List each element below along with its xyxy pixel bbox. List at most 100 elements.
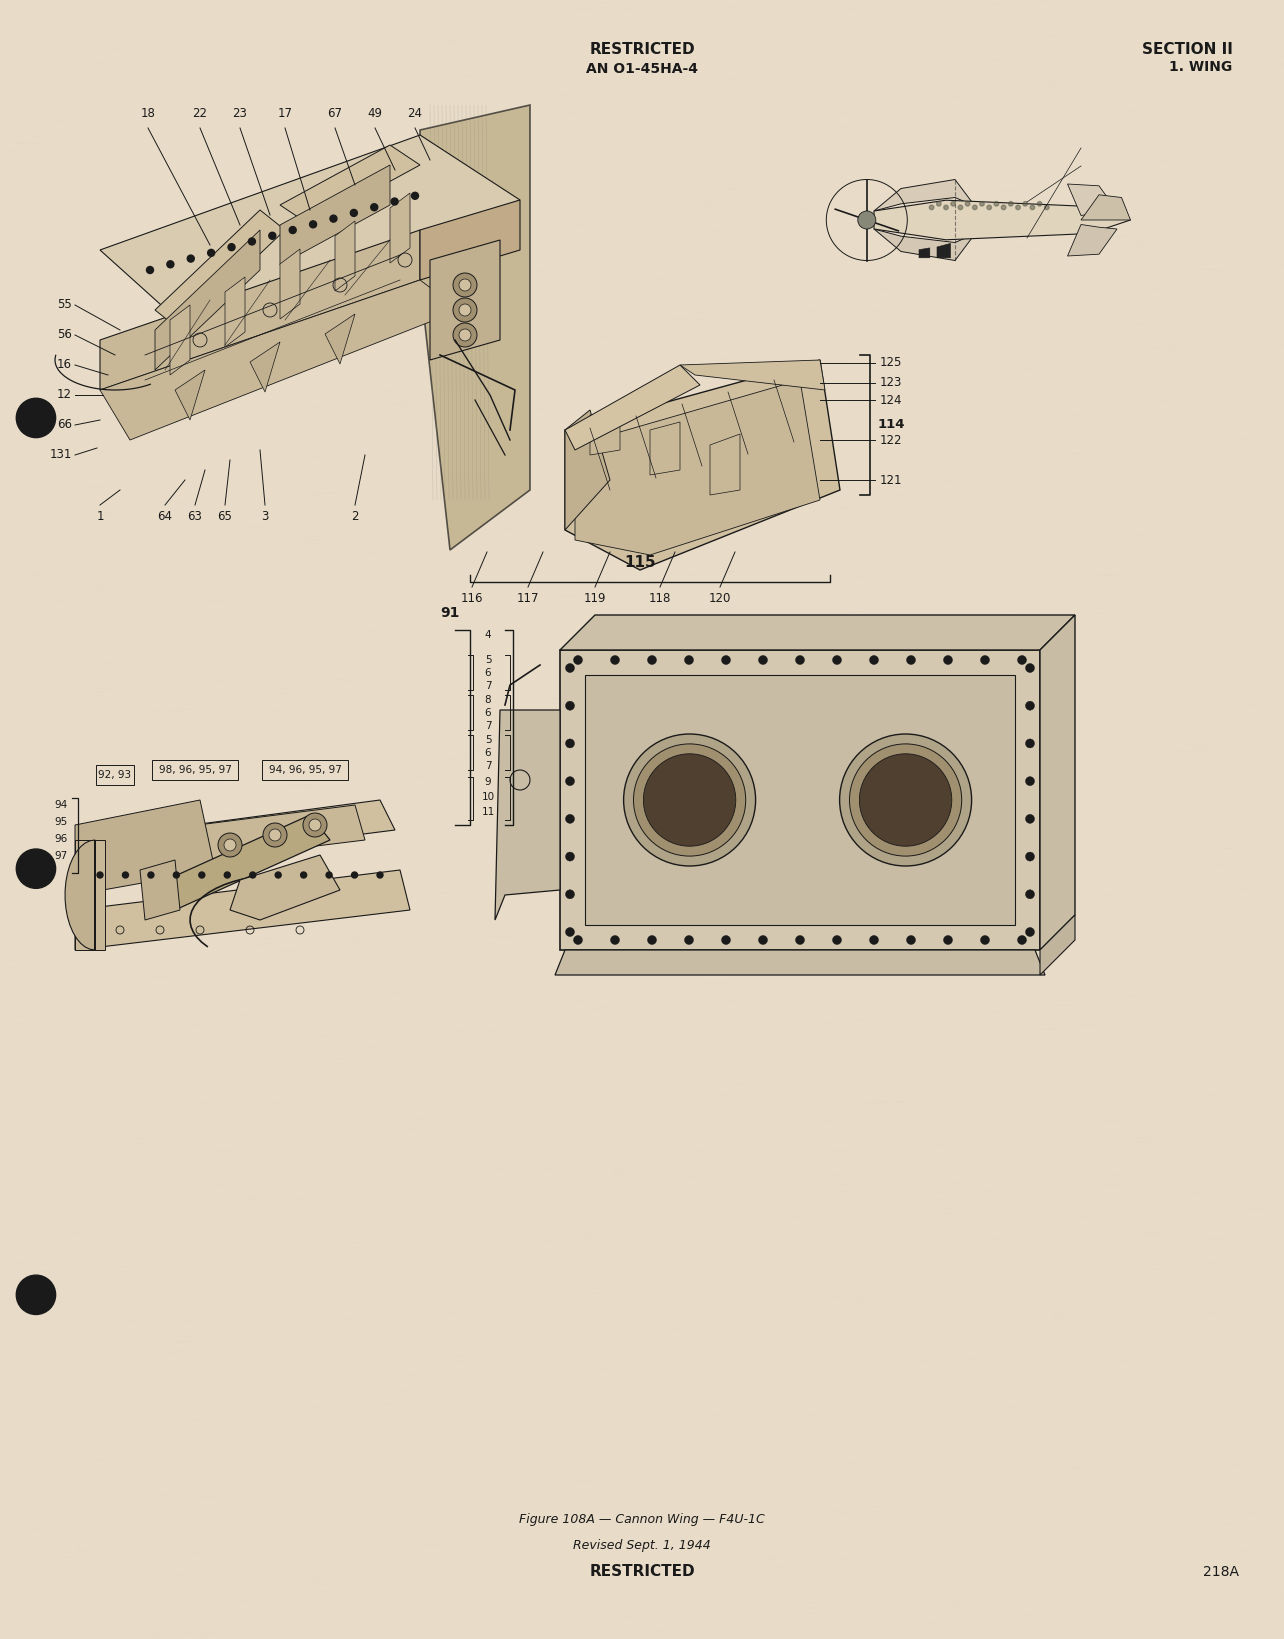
Circle shape [980,202,985,207]
Circle shape [633,744,746,856]
Circle shape [223,839,236,851]
Circle shape [148,872,154,879]
Text: 218A: 218A [1203,1565,1239,1578]
Circle shape [1016,205,1021,210]
Polygon shape [230,856,340,919]
Polygon shape [65,841,95,951]
Circle shape [167,261,173,267]
Polygon shape [560,651,1040,951]
Circle shape [458,303,471,316]
Text: 95: 95 [55,816,68,828]
Text: 91: 91 [440,606,460,620]
Circle shape [610,936,619,944]
Text: 97: 97 [55,851,68,860]
Circle shape [98,872,103,879]
Circle shape [759,936,768,944]
Polygon shape [1040,615,1075,951]
Polygon shape [155,210,285,329]
Text: 94: 94 [55,800,68,810]
Circle shape [309,221,317,228]
Circle shape [263,823,288,847]
Circle shape [208,249,214,256]
Polygon shape [225,277,245,347]
Circle shape [574,936,583,944]
Circle shape [309,820,321,831]
Polygon shape [1040,915,1075,975]
Text: 17: 17 [277,107,293,120]
Circle shape [907,936,915,944]
Circle shape [859,754,951,846]
Text: 6: 6 [484,669,492,679]
Polygon shape [874,225,982,261]
Circle shape [840,734,972,865]
Text: 94, 96, 95, 97: 94, 96, 95, 97 [268,765,342,775]
Text: 114: 114 [878,418,905,431]
Circle shape [268,233,276,239]
Text: 22: 22 [193,107,208,120]
Text: Figure 108A — Cannon Wing — F4U-1C: Figure 108A — Cannon Wing — F4U-1C [519,1513,765,1526]
Circle shape [352,872,357,879]
Text: 2: 2 [352,510,358,523]
Text: AN O1-45HA-4: AN O1-45HA-4 [586,62,698,75]
Text: 63: 63 [187,510,203,523]
Polygon shape [250,343,280,392]
Circle shape [858,211,876,229]
Text: 96: 96 [55,834,68,844]
Circle shape [225,872,230,879]
Circle shape [458,279,471,292]
Polygon shape [80,805,365,875]
Polygon shape [555,951,1045,975]
Circle shape [1026,739,1035,747]
Polygon shape [335,221,354,292]
Circle shape [722,656,731,664]
Text: 18: 18 [140,107,155,120]
Circle shape [1026,852,1035,860]
Text: 4: 4 [484,629,492,639]
Text: 92, 93: 92, 93 [99,770,131,780]
Text: 6: 6 [484,747,492,757]
Circle shape [17,1275,55,1314]
Circle shape [869,936,878,944]
Text: 3: 3 [262,510,268,523]
Circle shape [248,238,256,244]
Circle shape [850,744,962,856]
Text: 10: 10 [482,792,494,801]
Circle shape [300,872,307,879]
Polygon shape [565,361,840,570]
Circle shape [289,226,297,233]
Circle shape [936,202,941,207]
Circle shape [610,656,619,664]
Text: 9: 9 [484,777,492,787]
Circle shape [1026,701,1035,710]
Polygon shape [100,134,520,339]
Circle shape [458,329,471,341]
Polygon shape [169,305,190,375]
Circle shape [229,244,235,251]
Bar [262,760,348,780]
Polygon shape [420,200,520,280]
Polygon shape [155,229,259,370]
Text: 6: 6 [484,708,492,718]
Polygon shape [874,200,1130,239]
Circle shape [187,256,194,262]
Circle shape [759,656,768,664]
Circle shape [303,813,327,838]
Text: 56: 56 [56,328,72,341]
Polygon shape [390,193,410,262]
Polygon shape [681,361,826,390]
Circle shape [565,701,574,710]
Polygon shape [874,180,982,215]
Bar [153,760,238,780]
Text: RESTRICTED: RESTRICTED [589,1565,695,1580]
Text: 1. WING: 1. WING [1170,61,1233,74]
Polygon shape [1081,195,1130,220]
Polygon shape [420,105,530,551]
Circle shape [122,872,128,879]
Polygon shape [175,370,205,420]
Polygon shape [280,144,420,225]
Polygon shape [919,247,930,257]
Circle shape [832,936,841,944]
Text: 7: 7 [484,721,492,731]
Circle shape [1030,205,1035,210]
Circle shape [944,656,953,664]
